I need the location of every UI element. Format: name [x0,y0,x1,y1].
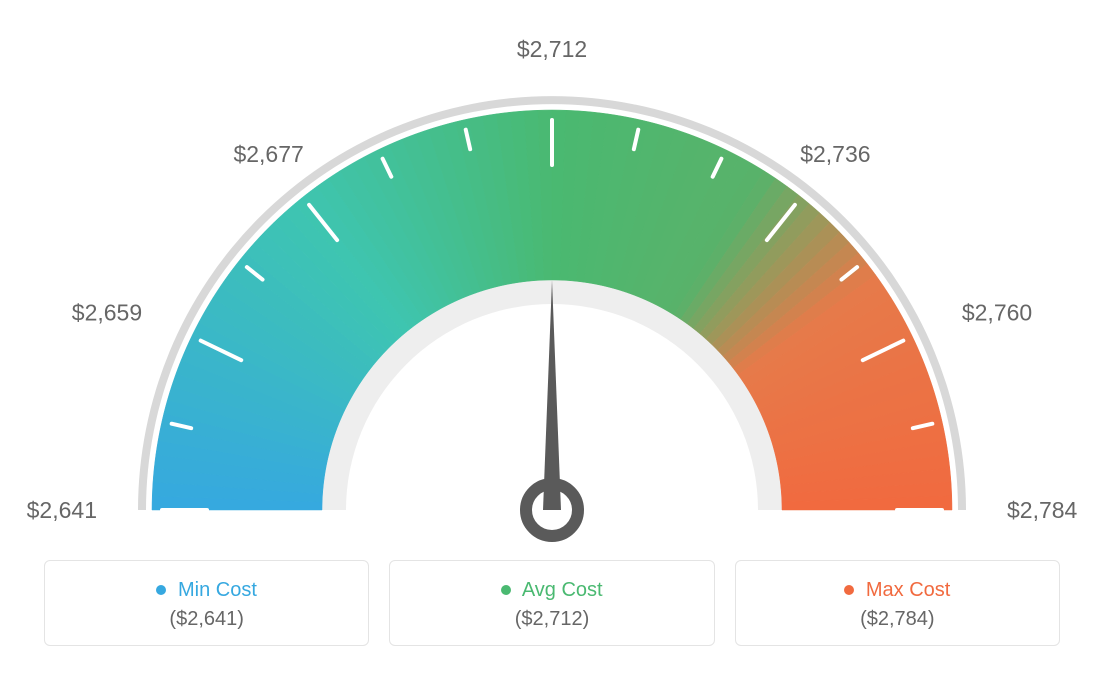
min-dot-icon [156,585,166,595]
avg-cost-title: Avg Cost [400,579,703,602]
min-cost-title: Min Cost [55,579,358,602]
svg-text:$2,641: $2,641 [27,497,97,523]
max-dot-icon [844,585,854,595]
gauge-svg: $2,641 $2,659 $2,677 $2,712 $2,736 $2,760 $2,7… [0,0,1104,560]
avg-cost-label: Avg Cost [522,579,603,601]
min-cost-label: Min Cost [178,579,257,601]
max-cost-title: Max Cost [746,579,1049,602]
avg-cost-value: ($2,712) [400,608,703,631]
summary-cards: Min Cost ($2,641) Avg Cost ($2,712) Max … [0,560,1104,646]
svg-text:$2,784: $2,784 [1007,497,1078,523]
svg-text:$2,659: $2,659 [72,299,142,325]
cost-gauge: $2,641 $2,659 $2,677 $2,712 $2,736 $2,760 $2,7… [0,0,1104,560]
svg-text:$2,712: $2,712 [517,36,587,62]
avg-dot-icon [501,585,511,595]
min-cost-value: ($2,641) [55,608,358,631]
svg-text:$2,677: $2,677 [233,141,303,167]
max-cost-value: ($2,784) [746,608,1049,631]
max-cost-card: Max Cost ($2,784) [735,560,1060,646]
min-cost-card: Min Cost ($2,641) [44,560,369,646]
avg-cost-card: Avg Cost ($2,712) [389,560,714,646]
max-cost-label: Max Cost [866,579,950,601]
svg-text:$2,760: $2,760 [962,299,1032,325]
svg-text:$2,736: $2,736 [800,141,870,167]
